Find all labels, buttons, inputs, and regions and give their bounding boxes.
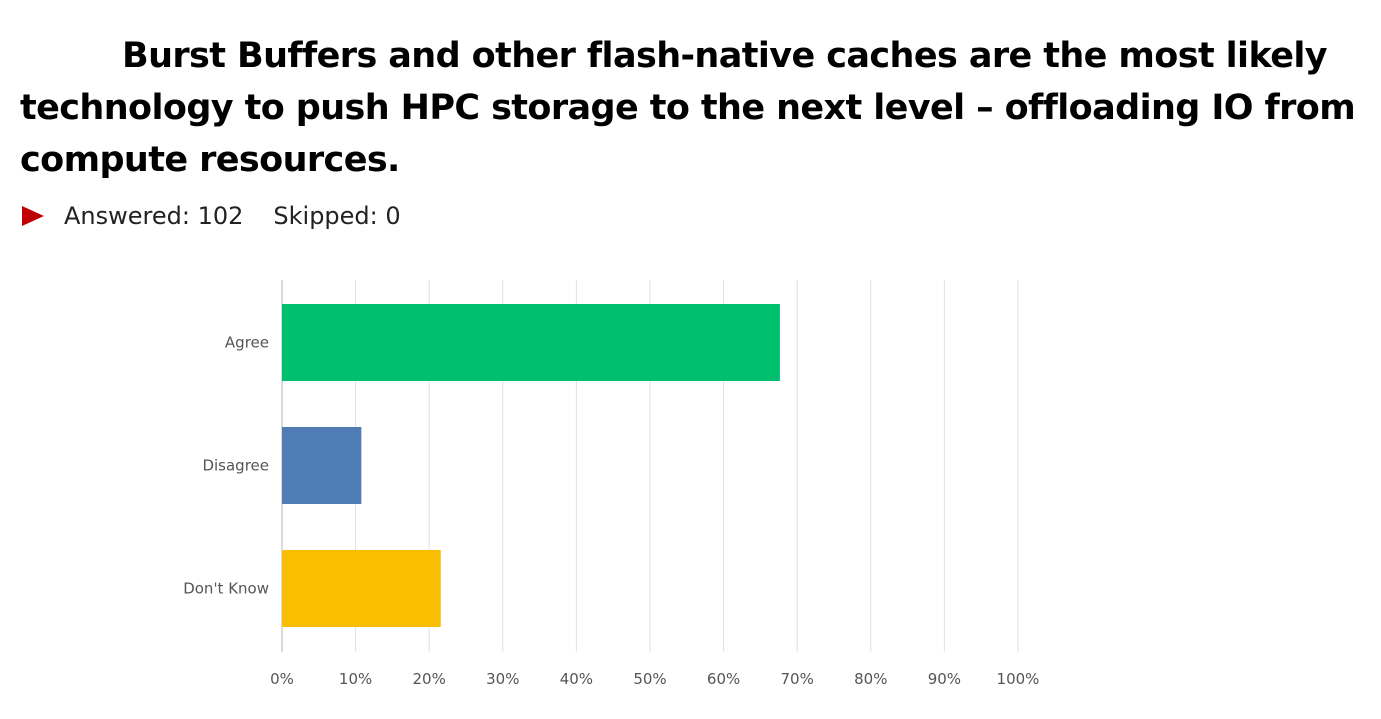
x-tick-label: 90% — [928, 670, 961, 688]
page-title: Burst Buffers and other flash-native cac… — [20, 36, 1356, 180]
answered-count: Answered: 102 — [64, 202, 244, 230]
x-tick-label: 0% — [270, 670, 294, 688]
bar[interactable] — [282, 427, 362, 504]
skipped-count: Skipped: 0 — [273, 202, 401, 230]
category-label: Disagree — [202, 457, 269, 475]
x-tick-label: 70% — [781, 670, 814, 688]
category-label: Don't Know — [183, 580, 269, 598]
x-tick-label: 50% — [633, 670, 666, 688]
x-tick-label: 10% — [339, 670, 372, 688]
x-tick-label: 100% — [997, 670, 1040, 688]
chart-x-ticks: 0% 10% 20% 30% 40% 50% 60% 70% 80% 90% 100% — [270, 670, 1039, 688]
x-tick-label: 30% — [486, 670, 519, 688]
bar[interactable] — [282, 550, 441, 627]
x-tick-label: 40% — [560, 670, 593, 688]
x-tick-label: 80% — [854, 670, 887, 688]
bar[interactable] — [282, 304, 780, 381]
triangle-right-icon — [22, 206, 44, 226]
x-tick-label: 60% — [707, 670, 740, 688]
chart-category-labels: Agree Disagree Don't Know — [183, 334, 269, 598]
category-label: Agree — [225, 334, 269, 352]
response-stats: Answered: 102 Skipped: 0 — [22, 198, 401, 234]
x-tick-label: 20% — [413, 670, 446, 688]
chart-bars — [282, 304, 780, 627]
